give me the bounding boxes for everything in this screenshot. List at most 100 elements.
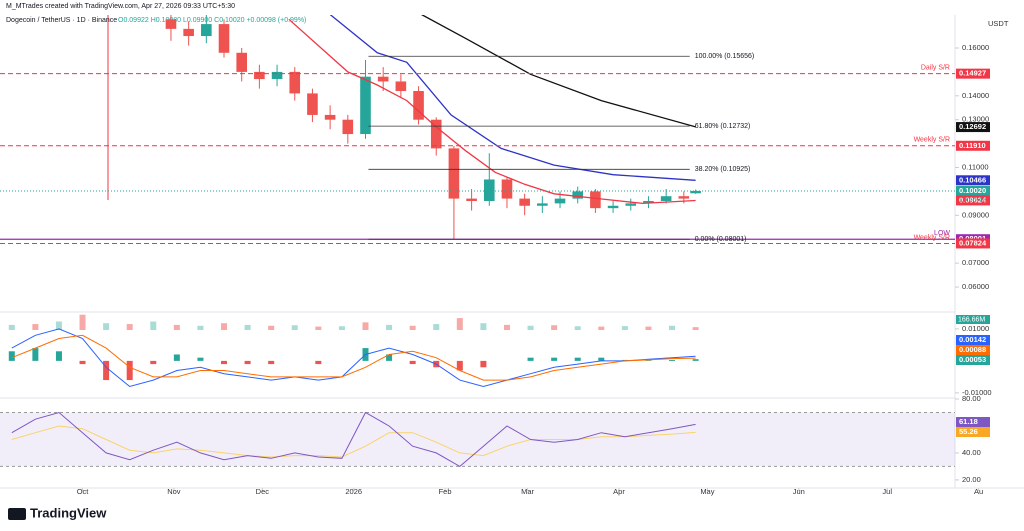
macd-hist [409,360,416,365]
volume-bar [598,326,605,330]
x-tick-label: Feb [439,487,452,496]
candle-body [572,191,584,199]
rsi-ma [11,425,696,458]
fib-label: 61.80% (0.12732) [695,123,751,130]
brand: TradingView [30,505,107,520]
macd-hist [197,357,204,361]
volume-bar [362,322,369,330]
x-tick-label: Jun [793,487,805,496]
volume-bar [645,326,652,330]
volume-bar [103,323,110,330]
volume-bar [456,318,463,330]
y-tick-label: 0.16000 [962,43,989,52]
price-label-text: 0.12692 [959,122,986,131]
y-tick-label: 0.07000 [962,258,989,267]
macd-hist [55,351,62,361]
macd-hist [456,360,463,371]
price-label-text: 0.07824 [959,238,987,247]
candle-body [307,93,318,115]
volume-bar [315,326,322,330]
volume-bar [551,325,558,330]
candle-body [289,71,301,94]
candle-body [324,114,336,120]
volume-bar [433,324,440,330]
volume-bar [244,324,251,330]
macd-hist [103,360,110,381]
macd-hist [244,360,251,365]
level-label: Weekly S/R [914,234,950,241]
y-tick-label: 0.06000 [962,282,989,291]
rsi-tick-label: 20.00 [962,475,981,484]
volume-bar [480,323,487,330]
volume-bar [386,324,393,330]
candle-body [466,198,477,201]
rsi-label [956,417,990,427]
candle-body [430,119,442,149]
candle-body [183,28,194,37]
y-tick-label: 0.13000 [962,115,989,124]
candle-body [271,71,283,80]
macd-hist [551,357,558,361]
candle-body [201,24,212,37]
macd-hist [692,359,699,361]
candle-body [590,191,601,209]
x-tick-label: Jul [882,487,892,496]
macd-label [956,335,990,345]
rsi-label-text: 55.26 [959,427,978,436]
header: M_MTrades created with TradingView.com, … [6,3,235,10]
candle-body [218,24,230,53]
level-label: LOW [934,230,950,237]
price-label [956,185,990,196]
volume-bar [197,325,204,330]
volume-bar [621,326,628,330]
rsi-line [11,411,696,468]
fib-label: 38.20% (0.10925) [695,166,751,173]
volume-bar [574,326,581,330]
candle-body [690,190,701,194]
macd-hist [598,357,605,361]
rsi-tick-label: 40.00 [962,448,981,457]
x-tick-label: Mar [521,487,534,496]
macd-label-text: 0.00142 [959,335,986,344]
price-label [956,68,990,79]
moving-average [329,15,696,181]
price-label [956,195,990,206]
rsi-label-text: 61.18 [959,417,978,426]
countdown: 19:56:45 [959,197,986,204]
volume-bar [126,324,133,330]
macd-hist [173,354,180,361]
macd-tick-label: 0.01000 [962,324,989,333]
rsi-tick-label: 80.00 [962,394,981,403]
y-tick-label: 0.11000 [962,163,989,172]
price-label-text: 0.10466 [959,175,986,184]
macd-hist [126,360,133,381]
rsi-label [956,427,990,437]
price-label-text: 0.10020 [959,186,986,195]
price-label-text: 0.14927 [959,69,986,78]
fib-label: 100.00% (0.15656) [695,53,755,60]
macd-hist [645,360,652,361]
candle-body [483,179,495,201]
volume-bar [669,325,676,330]
macd-label [956,345,990,355]
volume-bar [527,325,534,330]
volume-bar [692,327,699,330]
price-label [956,122,990,133]
volume-label [956,315,990,324]
candle-body [360,76,371,135]
price-label [956,238,990,249]
macd-hist [480,360,487,368]
candle-body [413,91,424,120]
macd-label-text: 0.00053 [959,355,986,364]
moving-average [421,15,696,128]
macd-hist [669,359,676,361]
ohlc: O0.09922 H0.10080 L0.09900 C0.10020 +0.0… [118,17,306,24]
macd-tick-label: -0.01000 [962,388,992,397]
candle-body [395,81,407,92]
volume-bar [291,325,298,330]
macd-label [956,355,990,365]
volume-bar [338,326,345,330]
y-tick-label: 0.09000 [962,210,989,219]
macd-hist [574,357,581,361]
